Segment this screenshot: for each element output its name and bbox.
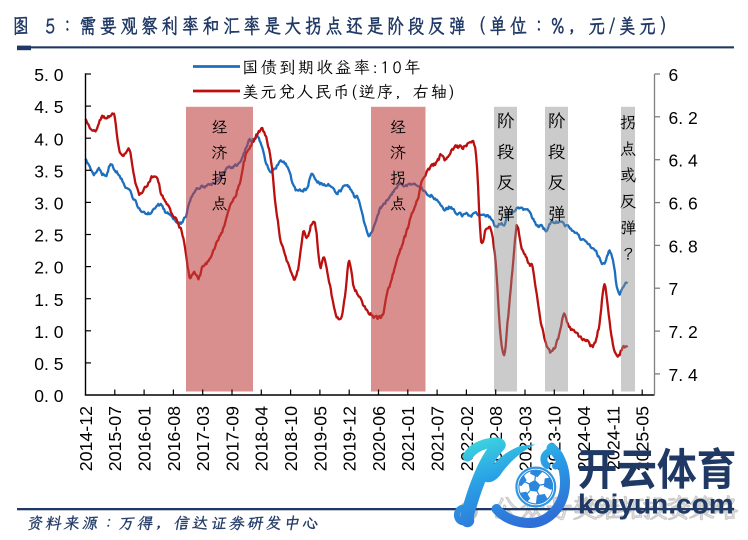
svg-text:6. 8: 6. 8: [669, 236, 698, 256]
svg-text:6. 4: 6. 4: [669, 151, 698, 171]
svg-text:2018-10: 2018-10: [281, 406, 301, 471]
svg-text:4. 5: 4. 5: [34, 97, 63, 117]
svg-text:2021-07: 2021-07: [428, 406, 448, 471]
svg-text:2021-01: 2021-01: [398, 406, 418, 471]
svg-text:7. 4: 7. 4: [669, 365, 698, 385]
svg-text:2015-07: 2015-07: [105, 406, 125, 471]
svg-text:2019-05: 2019-05: [310, 406, 330, 471]
svg-text:2016-01: 2016-01: [135, 406, 155, 471]
svg-text:5. 0: 5. 0: [34, 65, 63, 85]
svg-text:7: 7: [669, 279, 679, 299]
svg-text:2023-03: 2023-03: [515, 406, 535, 471]
svg-text:1. 0: 1. 0: [34, 322, 63, 342]
svg-text:koiyun.com: koiyun.com: [578, 489, 734, 520]
svg-text:3. 5: 3. 5: [34, 161, 63, 181]
svg-text:2017-09: 2017-09: [222, 406, 242, 471]
svg-text:2019-12: 2019-12: [340, 406, 360, 471]
svg-text:2016-08: 2016-08: [164, 406, 184, 471]
svg-text:4. 0: 4. 0: [34, 129, 63, 149]
svg-text:2020-06: 2020-06: [369, 406, 389, 471]
svg-text:1. 5: 1. 5: [34, 290, 63, 310]
svg-text:0. 5: 0. 5: [34, 354, 63, 374]
svg-text:3. 0: 3. 0: [34, 194, 63, 214]
svg-text:6: 6: [669, 65, 679, 85]
svg-text:6. 6: 6. 6: [669, 194, 698, 214]
svg-text:0. 0: 0. 0: [34, 386, 63, 406]
svg-text:2018-04: 2018-04: [252, 406, 272, 471]
svg-text:2025-05: 2025-05: [633, 406, 653, 471]
svg-text:2. 0: 2. 0: [34, 258, 63, 278]
svg-text:7. 2: 7. 2: [669, 322, 698, 342]
svg-text:2. 5: 2. 5: [34, 226, 63, 246]
svg-text:6. 2: 6. 2: [669, 108, 698, 128]
svg-text:2022-02: 2022-02: [457, 406, 477, 471]
svg-text:2014-12: 2014-12: [76, 406, 96, 471]
svg-text:2017-03: 2017-03: [193, 406, 213, 471]
